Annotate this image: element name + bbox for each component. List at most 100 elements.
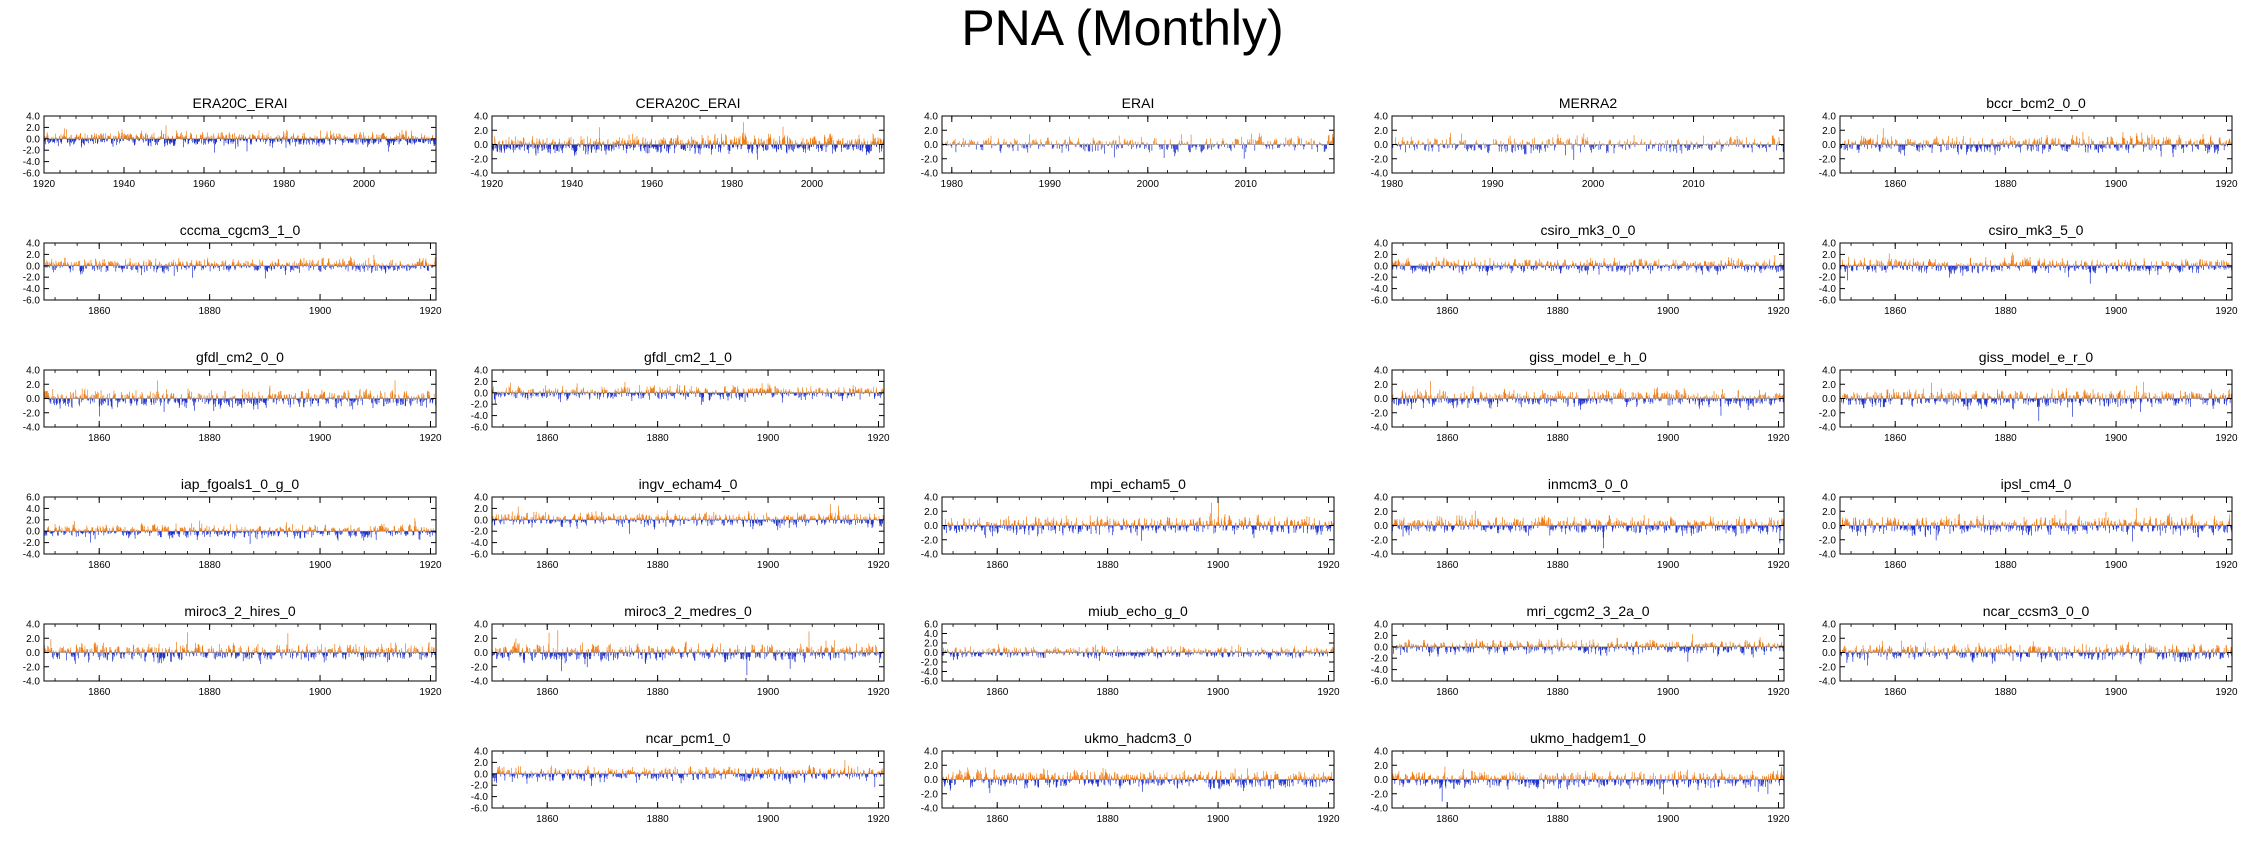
x-tick-label: 1920 xyxy=(1767,814,1790,825)
y-tick-label: -2.0 xyxy=(23,538,41,549)
y-tick-label: -4.0 xyxy=(23,423,41,434)
plot-frame xyxy=(43,115,437,174)
negative-bars xyxy=(1840,525,2232,542)
y-tick-label: 0.0 xyxy=(26,394,40,405)
x-tick-label: 1920 xyxy=(2215,687,2238,698)
positive-bars xyxy=(941,644,1334,653)
x-tick-label: 1880 xyxy=(1547,814,1570,825)
y-tick-label: 0.0 xyxy=(1822,140,1836,151)
y-tick-label: -2.0 xyxy=(1819,408,1837,419)
chart-panel: gfdl_cm2_0_0 4.0 2.0 0.0 -2.0 -4.0 1860 1880 190… xyxy=(23,349,442,444)
y-tick-label: 0.0 xyxy=(924,521,938,532)
x-tick-label: 1920 xyxy=(1317,814,1340,825)
series-bars xyxy=(491,504,884,534)
positive-bars xyxy=(495,760,884,774)
y-tick-label: -2.0 xyxy=(471,781,489,792)
x-tick-label: 1960 xyxy=(641,179,664,190)
y-tick-label: -6.0 xyxy=(471,550,489,561)
y-tick-label: -4.0 xyxy=(921,550,939,561)
panel-title: CERA20C_ERAI xyxy=(635,95,740,111)
chart-panel: ukmo_hadcm3_0 4.0 2.0 0.0 -2.0 -4.0 1860 1880 19… xyxy=(921,730,1340,825)
y-tick-label: 4.0 xyxy=(1822,239,1836,250)
panel-title: miub_echo_g_0 xyxy=(1088,603,1188,619)
x-tick-label: 1880 xyxy=(1547,433,1570,444)
negative-bars xyxy=(1840,652,2232,666)
x-tick-label: 1920 xyxy=(1767,306,1790,317)
y-tick-label: 4.0 xyxy=(26,620,40,631)
series-bars xyxy=(491,381,884,405)
y-tick-label: -2.0 xyxy=(921,154,939,165)
y-tick-label: 2.0 xyxy=(924,761,938,772)
y-tick-label: 4.0 xyxy=(1822,366,1836,377)
y-tick-label: 4.0 xyxy=(924,629,938,640)
y-tick-label: 4.0 xyxy=(474,366,488,377)
negative-bars xyxy=(43,652,436,664)
x-tick-label: 1880 xyxy=(647,433,670,444)
series-bars xyxy=(1839,381,2232,421)
positive-bars xyxy=(1391,634,1784,647)
chart-panel: mri_cgcm2_3_2a_0 4.02.00.0-2.0-4.0-6.0 186… xyxy=(1371,603,1790,698)
y-tick-label: -2.0 xyxy=(23,146,41,157)
y-tick-label: 0.0 xyxy=(924,775,938,786)
negative-bars xyxy=(43,398,436,417)
y-tick-label: 2.0 xyxy=(924,126,938,137)
x-tick-label: 1880 xyxy=(1097,687,1120,698)
x-tick-label: 1900 xyxy=(2105,433,2128,444)
x-tick-label: 1920 xyxy=(2215,433,2238,444)
negative-bars xyxy=(491,144,883,160)
x-tick-label: 2000 xyxy=(1582,179,1605,190)
x-tick-label: 1940 xyxy=(113,179,136,190)
y-tick-label: 0.0 xyxy=(1374,261,1388,272)
y-tick-label: -2.0 xyxy=(1371,273,1389,284)
series-bars xyxy=(1839,640,2232,666)
negative-bars xyxy=(1394,779,1784,802)
chart-panel: bccr_bcm2_0_0 4.0 2.0 0.0 -2.0 -4.0 1860 1880 19… xyxy=(1819,95,2238,190)
y-tick-label: 2.0 xyxy=(1374,761,1388,772)
y-tick-label: -6.0 xyxy=(1819,296,1837,307)
y-tick-label: 4.0 xyxy=(474,493,488,504)
y-tick-label: 2.0 xyxy=(924,639,938,650)
x-tick-label: 1920 xyxy=(419,306,442,317)
y-tick-label: 2.0 xyxy=(1822,250,1836,261)
y-tick-label: 2.0 xyxy=(474,758,488,769)
y-tick-label: -4.0 xyxy=(1819,677,1837,688)
x-tick-label: 1860 xyxy=(1436,560,1459,571)
x-tick-label: 1980 xyxy=(1381,179,1404,190)
y-tick-label: -6.0 xyxy=(921,677,939,688)
panel-title: miroc3_2_medres_0 xyxy=(624,603,752,619)
x-tick-label: 1880 xyxy=(1995,433,2018,444)
panel-title: inmcm3_0_0 xyxy=(1548,476,1628,492)
x-tick-label: 1900 xyxy=(1657,687,1680,698)
y-tick-label: -4.0 xyxy=(1819,423,1837,434)
y-tick-label: 0.0 xyxy=(1374,140,1388,151)
y-tick-label: 6.0 xyxy=(924,620,938,631)
y-tick-label: 0.0 xyxy=(1822,521,1836,532)
x-tick-label: 1860 xyxy=(536,433,559,444)
y-tick-label: -4.0 xyxy=(471,169,489,180)
chart-panel: ipsl_cm4_0 4.0 2.0 0.0 -2.0 -4.0 1860 1880 1900 1… xyxy=(1819,476,2238,571)
positive-bars xyxy=(492,630,884,653)
x-tick-label: 2010 xyxy=(1682,179,1705,190)
y-tick-label: 2.0 xyxy=(26,250,40,261)
y-tick-label: -2.0 xyxy=(1371,535,1389,546)
y-tick-label: 4.0 xyxy=(1374,239,1388,250)
panel-title: bccr_bcm2_0_0 xyxy=(1986,95,2086,111)
negative-bars xyxy=(1392,646,1784,662)
x-tick-label: 1860 xyxy=(536,687,559,698)
y-tick-label: -2.0 xyxy=(1819,535,1837,546)
y-tick-label: -6.0 xyxy=(1371,296,1389,307)
y-tick-label: 4.0 xyxy=(1374,112,1388,123)
x-tick-label: 1880 xyxy=(1547,560,1570,571)
panel-title: mri_cgcm2_3_2a_0 xyxy=(1527,603,1650,619)
y-tick-label: 4.0 xyxy=(924,747,938,758)
panel-title: cccma_cgcm3_1_0 xyxy=(180,222,301,238)
positive-bars xyxy=(44,518,436,532)
chart-panel: iap_fgoals1_0_g_0 6.04.02.00.0-2.0-4.0 186… xyxy=(23,476,442,571)
x-tick-label: 1920 xyxy=(867,814,890,825)
x-tick-label: 1860 xyxy=(536,560,559,571)
x-tick-label: 1880 xyxy=(1995,560,2018,571)
y-tick-label: 0.0 xyxy=(1374,775,1388,786)
series-bars xyxy=(491,122,885,160)
x-tick-label: 1900 xyxy=(757,433,780,444)
